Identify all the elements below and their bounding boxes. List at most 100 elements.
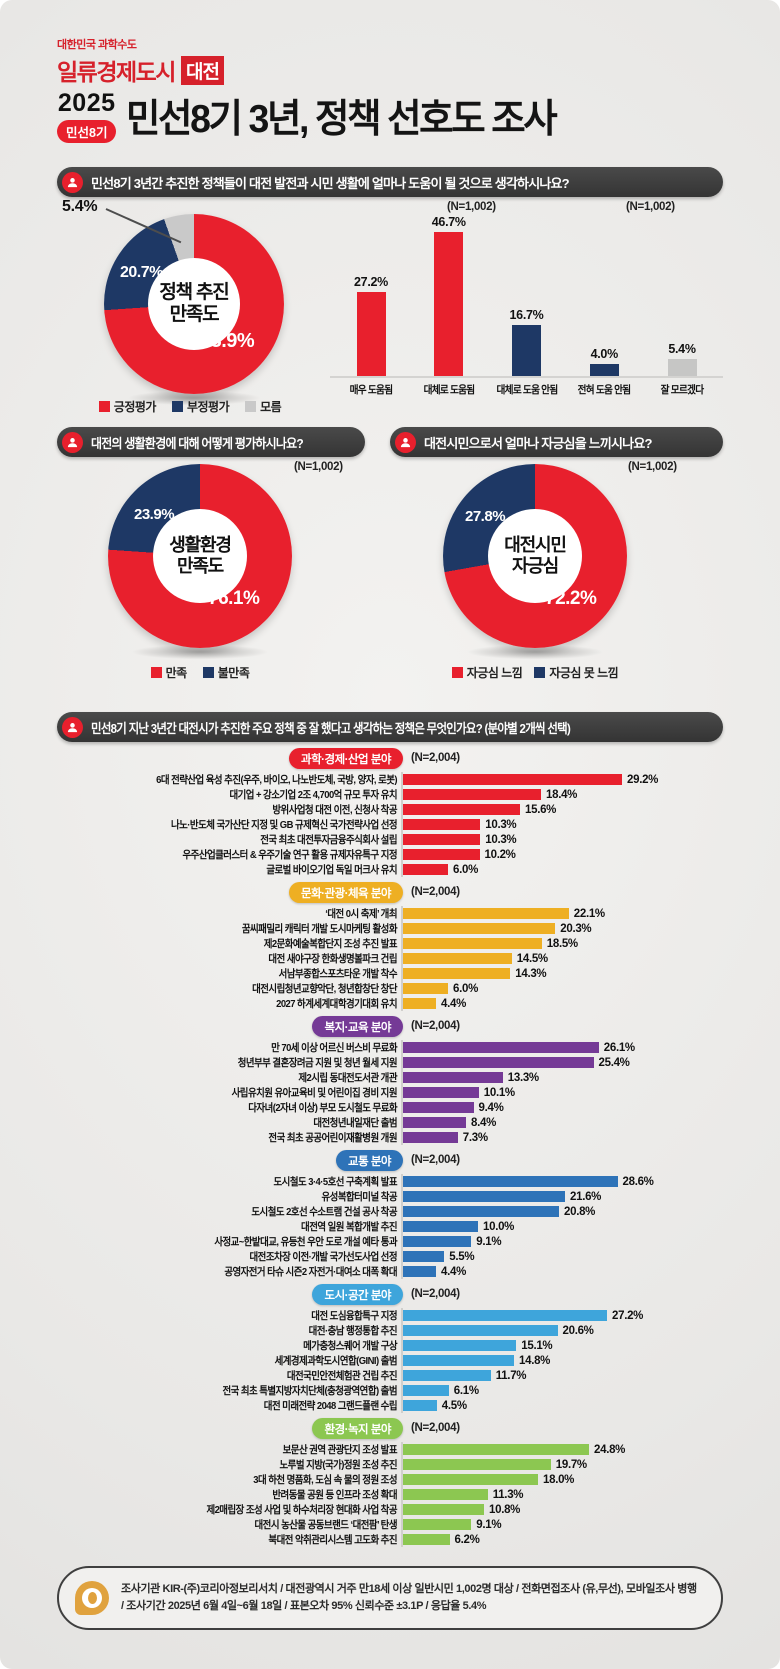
policy-bar — [403, 953, 512, 964]
category-header: 과학·경제·산업 분야 (N=2,004) — [57, 748, 460, 769]
legend-item: 만족 — [150, 664, 187, 681]
policy-label: 사립유치원 유아교육비 및 어린이집 경비 지원 — [231, 1087, 398, 1099]
policy-bar-cell: 6.0% — [401, 862, 723, 877]
policy-bar-cell: 15.6% — [401, 802, 723, 817]
sample-size-label: (N=1,002) — [628, 461, 677, 473]
legend-swatch — [150, 667, 162, 678]
policy-value-label: 26.1% — [603, 1041, 635, 1054]
policy-value-label: 20.3% — [560, 922, 592, 935]
bar-category-label: 대체로 도움 안됨 — [496, 384, 558, 396]
policy-row: 글로벌 바이오기업 독일 머크사 유치 6.0% — [57, 862, 723, 877]
question-1-bar: 민선8기 3년간 추진한 정책들이 대전 발전과 시민 생활에 얼마나 도움이 … — [57, 167, 723, 197]
sample-size-label: (N=2,004) — [411, 1422, 460, 1434]
legend-swatch — [202, 667, 214, 678]
donut-shadow — [461, 644, 609, 660]
policy-value-label: 15.6% — [525, 803, 557, 816]
policy-bar-cell: 5.5% — [401, 1249, 723, 1264]
policy-row: 대전조차장 이전·개발 국가선도사업 선정 5.5% — [57, 1249, 723, 1264]
category-header: 복지·교육 분야 (N=2,004) — [57, 1016, 460, 1037]
policy-value-label: 6.0% — [453, 982, 479, 995]
policy-bar-cell: 10.0% — [401, 1219, 723, 1234]
policy-bar-cell: 20.6% — [401, 1323, 723, 1338]
policy-row: 만 70세 이상 어르신 버스비 무료화 26.1% — [57, 1040, 723, 1055]
policy-bar-cell: 11.7% — [401, 1368, 723, 1383]
person-icon — [62, 431, 83, 453]
person-icon — [395, 431, 416, 453]
legend-swatch — [98, 401, 110, 412]
policy-bar — [403, 1385, 449, 1396]
legend-item: 긍정평가 — [98, 398, 156, 415]
policy-help-bar-chart: 27.2% 46.7% 16.7% 4.0% 5.4% 매우 도움됨 대체로 도움됨 대체로 … — [330, 196, 723, 410]
bar-value-label: 16.7% — [509, 307, 544, 322]
policy-value-label: 18.5% — [546, 937, 578, 950]
legend-swatch — [171, 401, 183, 412]
policy-value-label: 22.1% — [573, 907, 605, 920]
policy-bar-cell: 29.2% — [401, 772, 723, 787]
policy-label: 메가충청스퀘어 개발 구상 — [303, 1340, 397, 1352]
legend-label: 불만족 — [217, 666, 250, 680]
policy-label: 나노·반도체 국가산단 지정 및 GB 규제혁신 국가전략사업 선정 — [171, 819, 398, 831]
policy-bar — [403, 1191, 565, 1202]
policy-label: 2027 하계세계대학경기대회 유치 — [276, 998, 397, 1010]
policy-row: 전국 최초 특별지방자치단체(충청광역연합) 출범 6.1% — [57, 1383, 723, 1398]
page-title: 민선8기 3년, 정책 선호도 조사 — [126, 98, 558, 141]
policy-bar — [403, 1221, 478, 1232]
question-2-text: 대전의 생활환경에 대해 어떻게 평가하시나요? — [91, 435, 304, 451]
policy-label: 노루벌 지방(국가)정원 조성 추진 — [279, 1459, 398, 1471]
policy-bar — [403, 1400, 437, 1411]
policy-bar — [403, 968, 511, 979]
policy-bar-cell: 20.3% — [401, 921, 723, 936]
policy-bar — [403, 923, 556, 934]
bar-category-label: 잘 모르겠다 — [660, 384, 704, 396]
legend-item: 자긍심 느낌 — [451, 664, 523, 681]
policy-bar — [403, 1251, 445, 1262]
policy-bar — [403, 1370, 491, 1381]
methodology-text: 조사기관 KIR-(주)코리아정보리서치 / 대전광역시 거주 만18세 이상 … — [121, 1581, 697, 1615]
policy-label: 대전역 일원 복합개발 추진 — [301, 1221, 398, 1233]
sample-size-label: (N=2,004) — [411, 752, 460, 764]
sample-size-label: (N=1,002) — [626, 201, 675, 213]
policy-bar — [403, 1489, 488, 1500]
policy-bar-cell: 22.1% — [401, 906, 723, 921]
legend-label: 자긍심 못 느낌 — [549, 666, 619, 680]
question-3-bar: 대전시민으로서 얼마나 자긍심을 느끼시나요? — [390, 427, 723, 457]
category-pill: 교통 분야 — [335, 1150, 403, 1171]
policy-bar-cell: 10.3% — [401, 832, 723, 847]
donut-center-title: 만족도 — [169, 304, 220, 325]
policy-row: 대전 도심융합특구 지정 27.2% — [57, 1308, 723, 1323]
policy-value-label: 10.1% — [483, 1086, 515, 1099]
policy-row: 보문산 권역 관광단지 조성 발표 24.8% — [57, 1442, 723, 1457]
policy-row: 꿈씨패밀리 캐릭터 개발 도시마케팅 활성화 20.3% — [57, 921, 723, 936]
policy-row: 대전역 일원 복합개발 추진 10.0% — [57, 1219, 723, 1234]
donut-value-label: 72.2% — [545, 588, 597, 609]
policy-row: ‘대전 0시 축제’ 개최 22.1% — [57, 906, 723, 921]
bar-column: 27.2% — [334, 275, 408, 376]
policy-bar-cell: 14.3% — [401, 966, 723, 981]
policy-value-label: 10.3% — [485, 833, 517, 846]
policy-bar-cell: 26.1% — [401, 1040, 723, 1055]
policy-bar — [403, 1072, 503, 1083]
policy-value-label: 9.1% — [476, 1518, 502, 1531]
legend-label: 모름 — [260, 400, 282, 414]
sample-size-label: (N=2,004) — [411, 1020, 460, 1032]
policy-label: 제2매립장 조성 사업 및 하수처리장 현대화 사업 착공 — [206, 1504, 397, 1516]
policy-satisfaction-donut-chart: 정책 추진 만족도 73.9% 20.7% 5.4% — [60, 196, 320, 406]
category-pill: 환경·녹지 분야 — [312, 1418, 403, 1439]
policy-value-label: 27.2% — [612, 1309, 644, 1322]
policy-bar-cell: 6.0% — [401, 981, 723, 996]
title-year: 2025 — [57, 89, 116, 117]
donut-ring: 정책 추진 만족도 73.9% 20.7% — [104, 214, 284, 394]
policy-bar — [403, 819, 481, 830]
policy-value-label: 24.8% — [594, 1443, 626, 1456]
bar-value-label: 46.7% — [431, 215, 466, 230]
policy-value-label: 14.5% — [516, 952, 548, 965]
policy-row: 도시철도 3·4·5호선 구축계획 발표 28.6% — [57, 1174, 723, 1189]
category-pill: 과학·경제·산업 분야 — [289, 748, 403, 769]
policy-label: 꿈씨패밀리 캐릭터 개발 도시마케팅 활성화 — [241, 923, 398, 935]
policy-row: 세계경제과학도시연합(GINI) 출범 14.8% — [57, 1353, 723, 1368]
policy-value-label: 11.3% — [492, 1488, 524, 1501]
donut-value-label: 23.9% — [134, 506, 175, 523]
category-block-welfare-education: 복지·교육 분야 (N=2,004) 만 70세 이상 어르신 버스비 무료화 26.… — [57, 1016, 723, 1145]
policy-value-label: 4.5% — [441, 1399, 467, 1412]
